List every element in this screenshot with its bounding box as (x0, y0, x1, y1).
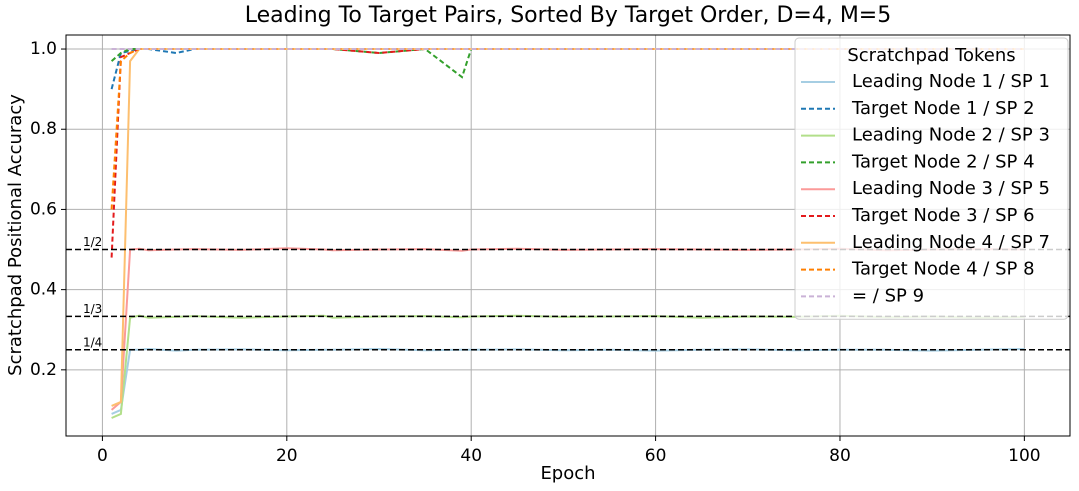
legend-label: Target Node 3 / SP 6 (851, 205, 1035, 226)
plot-frame (65, 34, 1071, 437)
legend-box (794, 37, 1069, 320)
x-tick-label: 0 (97, 446, 108, 466)
x-tick-label: 40 (460, 446, 482, 466)
y-axis-label: Scratchpad Positional Accuracy (5, 94, 26, 376)
x-axis-label: Epoch (540, 463, 595, 484)
x-tick-label: 100 (1008, 446, 1040, 466)
chart-title: Leading To Target Pairs, Sorted By Targe… (245, 3, 891, 28)
y-tick-label: 0.6 (30, 199, 57, 219)
legend-label: Leading Node 4 / SP 7 (852, 232, 1050, 253)
legend-label: Leading Node 2 / SP 3 (852, 125, 1050, 146)
y-tick-label: 0.4 (30, 280, 57, 300)
legend-label: Leading Node 3 / SP 5 (852, 178, 1050, 199)
y-tick-label: 0.8 (30, 119, 57, 139)
reference-label: 1/2 (83, 235, 102, 249)
x-tick-label: 80 (829, 446, 851, 466)
series-line (111, 314, 1025, 419)
y-tick-label: 1.0 (30, 39, 57, 59)
series-line (111, 347, 1025, 415)
legend-title: Scratchpad Tokens (847, 45, 1015, 66)
reference-label: 1/4 (83, 335, 102, 349)
legend-label: Target Node 1 / SP 2 (851, 98, 1035, 119)
legend-label: Target Node 2 / SP 4 (851, 151, 1035, 172)
y-tick-label: 0.2 (30, 360, 57, 380)
legend-label: Target Node 4 / SP 8 (851, 259, 1035, 280)
legend-label: = / SP 9 (852, 285, 924, 306)
legend-label: Leading Node 1 / SP 1 (852, 71, 1050, 92)
x-tick-label: 60 (645, 446, 667, 466)
reference-label: 1/3 (83, 302, 102, 316)
x-tick-label: 20 (276, 446, 298, 466)
